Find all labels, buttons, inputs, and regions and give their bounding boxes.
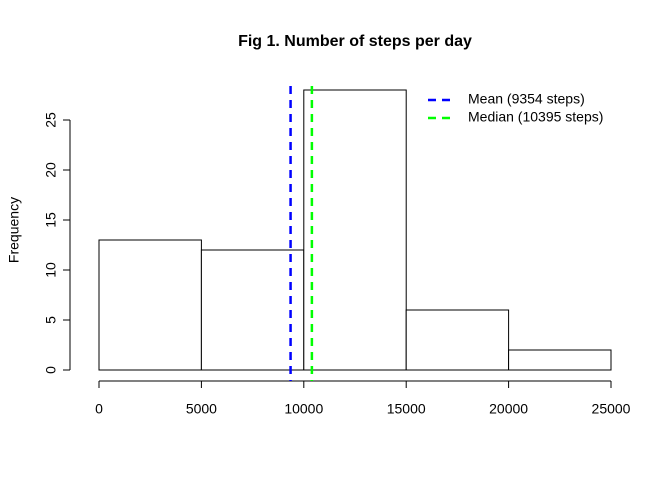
x-tick-label: 5000 [186, 401, 217, 417]
y-tick-label: 5 [43, 316, 59, 324]
x-tick-label: 20000 [489, 401, 528, 417]
y-tick-label: 10 [43, 262, 59, 278]
bar [508, 349, 612, 371]
y-tick-label: 25 [43, 112, 59, 128]
bar [200, 249, 305, 371]
x-tick-label: 25000 [592, 401, 631, 417]
y-tick-label: 20 [43, 162, 59, 178]
legend-label: Mean (9354 steps) [468, 91, 585, 107]
y-axis-label: Frequency [6, 197, 22, 263]
legend-label: Median (10395 steps) [468, 109, 603, 125]
chart-title: Fig 1. Number of steps per day [238, 33, 472, 50]
x-tick-label: 10000 [284, 401, 323, 417]
y-tick-label: 0 [43, 366, 59, 374]
x-tick-label: 15000 [387, 401, 426, 417]
bar [303, 89, 407, 371]
x-tick-label: 0 [95, 401, 103, 417]
y-tick-label: 15 [43, 212, 59, 228]
bar [98, 239, 202, 371]
bar [405, 309, 510, 371]
